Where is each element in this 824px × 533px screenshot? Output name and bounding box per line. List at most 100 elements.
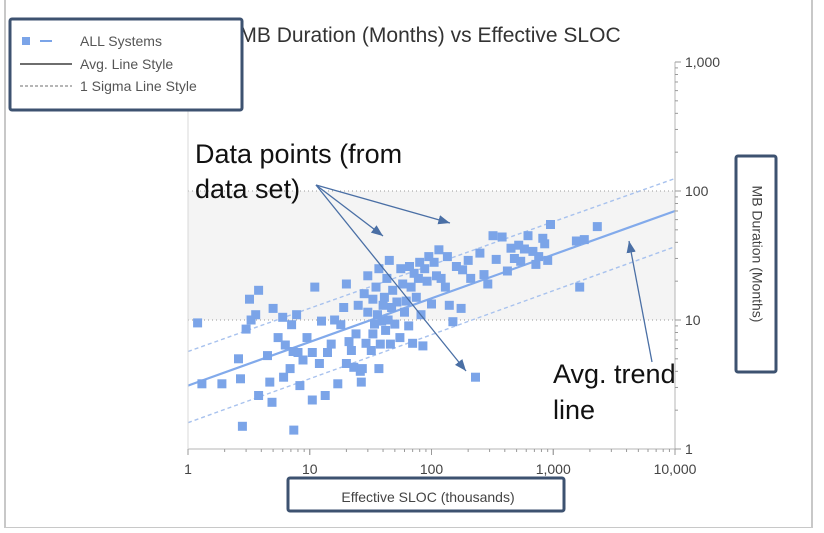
sigma-line-upper: [187, 177, 676, 353]
data-point: [370, 319, 379, 329]
data-point: [373, 310, 382, 320]
data-point: [382, 273, 392, 283]
data-point: [592, 222, 602, 232]
data-point: [436, 273, 446, 283]
data-point: [302, 333, 312, 343]
data-point: [341, 359, 351, 368]
data-point: [375, 339, 385, 349]
data-points-annotation: Data points (from data set): [195, 139, 467, 372]
data-point: [288, 347, 298, 356]
data-point: [479, 270, 489, 280]
data-point: [546, 220, 555, 229]
data-point: [353, 300, 363, 310]
data-point: [471, 372, 480, 382]
data-point: [357, 364, 367, 374]
x-tick-label: 10: [302, 461, 318, 477]
data-point: [374, 264, 384, 274]
data-point: [401, 296, 411, 306]
data-point: [383, 315, 393, 325]
legend-label-all-systems: ALL Systems: [80, 33, 162, 49]
data-point: [336, 320, 346, 330]
data-point: [427, 299, 436, 309]
data-point: [254, 391, 264, 400]
data-point: [384, 255, 394, 265]
data-point: [424, 252, 434, 262]
y-tick-label: 1,000: [685, 54, 720, 70]
data-point: [326, 339, 336, 349]
data-point: [540, 239, 550, 249]
data-point: [279, 372, 289, 382]
y-tick-label: 100: [685, 183, 709, 199]
data-point: [390, 319, 400, 329]
y-axis-title-highlight-box: [734, 154, 778, 374]
data-point: [451, 262, 461, 271]
data-point: [538, 233, 548, 243]
data-point: [411, 292, 421, 302]
annotation-arrow-3: [315, 184, 467, 372]
data-point: [341, 279, 351, 289]
annotation-data-points-line2: data set): [195, 174, 300, 204]
data-point: [488, 231, 498, 241]
data-point: [543, 255, 553, 265]
data-point: [339, 303, 349, 312]
data-point: [434, 245, 444, 255]
annotation-arrow-1: [315, 184, 451, 225]
data-point: [263, 351, 272, 361]
data-point: [519, 244, 529, 254]
data-point: [349, 362, 359, 372]
data-point: [314, 359, 324, 368]
data-point: [458, 265, 468, 275]
data-point: [356, 377, 366, 387]
x-tick-label: 100: [420, 461, 444, 477]
data-point: [509, 254, 519, 263]
data-point: [406, 282, 416, 292]
data-point: [378, 300, 388, 310]
data-point: [448, 317, 458, 327]
data-point: [193, 318, 203, 328]
data-point: [278, 312, 288, 322]
data-point: [466, 273, 476, 283]
data-point: [404, 321, 414, 331]
data-point: [534, 252, 544, 262]
data-point: [377, 316, 387, 326]
data-point: [280, 340, 290, 350]
data-point: [371, 282, 381, 292]
data-point: [217, 379, 227, 389]
trend-line-annotation: Avg. trend line: [553, 240, 676, 425]
x-tick-label: 1,000: [536, 461, 571, 477]
annotation-data-points-line1: Data points (from: [195, 139, 402, 169]
data-point: [491, 254, 501, 264]
data-point: [506, 243, 516, 253]
data-point: [475, 248, 485, 258]
data-point: [234, 354, 243, 364]
y-axis-title: MB Duration (Months): [749, 186, 765, 323]
data-point: [571, 236, 581, 246]
data-point: [323, 348, 332, 357]
data-point: [388, 285, 398, 295]
x-tick-label: 1: [184, 461, 192, 477]
data-point: [395, 333, 405, 343]
data-point: [575, 282, 585, 292]
annotation-trend-line1: Avg. trend: [553, 359, 676, 389]
data-point: [295, 381, 305, 391]
data-point: [379, 292, 389, 302]
data-point: [293, 348, 303, 357]
data-point: [268, 303, 278, 313]
data-point: [523, 231, 533, 241]
data-point: [400, 307, 409, 317]
data-point: [418, 341, 428, 351]
data-point: [287, 320, 297, 330]
annotation-trend-line2: line: [553, 395, 595, 425]
data-point: [442, 252, 452, 262]
data-point: [516, 256, 526, 266]
legend-highlight-box: [8, 17, 244, 112]
data-point: [251, 310, 261, 320]
data-point: [456, 303, 466, 313]
data-point: [241, 324, 251, 334]
data-point: [413, 273, 423, 283]
data-point: [497, 232, 507, 242]
data-point: [298, 355, 308, 365]
data-point: [359, 289, 369, 299]
data-point: [292, 310, 302, 320]
